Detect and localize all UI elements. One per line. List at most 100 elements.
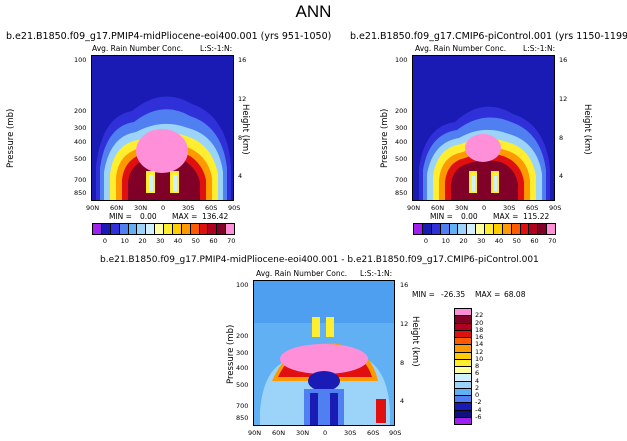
panel3-colorbar-label: 20 bbox=[475, 318, 484, 327]
panel1-rtick: 12 bbox=[238, 95, 247, 103]
panel1-xtick: 60S bbox=[205, 204, 218, 212]
panel3-ylabel-right: Height (km) bbox=[410, 316, 420, 367]
panel2-rtick: 4 bbox=[559, 172, 564, 180]
panel1-xtick: 0 bbox=[161, 204, 166, 212]
panel2-ylabel-right: Height (km) bbox=[582, 104, 592, 155]
panel3-colorbar-label: 18 bbox=[475, 325, 484, 334]
panel3-xtick: 90S bbox=[389, 429, 402, 437]
panel2-min-value: 0.00 bbox=[461, 212, 478, 221]
panel2-xtick: 90N bbox=[407, 204, 421, 212]
panel3-max-value: 68.08 bbox=[504, 290, 526, 299]
panel2-ytick: 400 bbox=[395, 138, 408, 146]
panel1-min-label: MIN = bbox=[109, 212, 132, 221]
panel3-title: b.e21.B1850.f09_g17.PMIP4-midPliocene-eo… bbox=[100, 255, 539, 265]
panel2-min-label: MIN = bbox=[430, 212, 453, 221]
panel2-xtick: 30S bbox=[503, 204, 516, 212]
panel1-max-value: 136.42 bbox=[202, 212, 229, 221]
panel3-colorbar-label: 6 bbox=[475, 369, 480, 378]
panel2-colorbar-label: 10 bbox=[441, 237, 450, 245]
panel1-xtick: 90S bbox=[228, 204, 241, 212]
panel3-ytick: 400 bbox=[236, 364, 249, 372]
panel1-rtick: 8 bbox=[238, 134, 243, 142]
panel2-colorbar-label: 60 bbox=[530, 237, 539, 245]
panel2-colorbar-label: 20 bbox=[459, 237, 468, 245]
panel1-ytick: 200 bbox=[74, 107, 87, 115]
panel3-colorbar-swatch bbox=[454, 416, 472, 425]
panel2-ytick: 100 bbox=[395, 56, 408, 64]
panel2-colorbar-label: 30 bbox=[477, 237, 486, 245]
panel3-colorbar-label: -6 bbox=[475, 412, 482, 421]
panel2-plot bbox=[412, 55, 555, 201]
panel3-xtick: 0 bbox=[323, 429, 328, 437]
panel1-colorbar-swatch bbox=[225, 223, 235, 235]
panel1-xtick: 90N bbox=[86, 204, 100, 212]
panel1-ytick: 400 bbox=[74, 138, 87, 146]
panel2-colorbar-label: 40 bbox=[494, 237, 504, 245]
panel1-ylabel: Pressure (mb) bbox=[6, 108, 16, 168]
panel3-ytick: 200 bbox=[236, 332, 249, 340]
panel1-ytick: 500 bbox=[74, 155, 87, 163]
panel3-colorbar-labels: 22 20 18 16 14 12 10 8 6 4 2 0 -2 -4 -6 bbox=[475, 308, 499, 424]
panel2-colorbar-swatch bbox=[546, 223, 556, 235]
panel2-colorbar-label: 70 bbox=[548, 237, 557, 245]
panel3-colorbar-label: -2 bbox=[475, 398, 482, 407]
panel3-colorbar-label: 16 bbox=[475, 333, 484, 341]
panel1-rtick: 16 bbox=[238, 56, 247, 64]
panel2-xtick: 90S bbox=[549, 204, 562, 212]
panel3-colorbar-label: 2 bbox=[475, 383, 480, 392]
panel2-colorbar bbox=[413, 223, 556, 235]
panel1-colorbar-labels: 0 10 20 30 40 50 60 70 bbox=[92, 237, 236, 247]
panel3-colorbar-label: 10 bbox=[475, 354, 484, 363]
panel1-colorbar-label: 70 bbox=[227, 237, 236, 245]
panel2-colorbar-label: 50 bbox=[512, 237, 521, 245]
panel3-xtick: 30N bbox=[296, 429, 310, 437]
panel3-field bbox=[254, 281, 394, 425]
panel2-max-label: MAX = bbox=[493, 212, 519, 221]
panel1-ytick: 850 bbox=[74, 189, 87, 197]
panel1-field bbox=[92, 56, 233, 200]
panel1-max-label: MAX = bbox=[172, 212, 198, 221]
panel3-colorbar bbox=[454, 308, 472, 425]
panel2-rtick: 8 bbox=[559, 134, 564, 142]
panel2-xtick: 30N bbox=[455, 204, 469, 212]
panel1-xtick: 60N bbox=[110, 204, 124, 212]
panel3-colorbar-label: 12 bbox=[475, 347, 484, 356]
panel2-ylabel: Pressure (mb) bbox=[380, 108, 390, 168]
panel3-subtitle-left: Avg. Rain Number Conc. bbox=[256, 269, 348, 278]
panel2-ytick: 700 bbox=[395, 176, 408, 184]
panel3-ylabel: Pressure (mb) bbox=[226, 324, 236, 384]
panel3-rtick: 4 bbox=[400, 397, 405, 405]
panel2-ytick: 200 bbox=[395, 107, 408, 115]
panel1-xtick: 30N bbox=[134, 204, 148, 212]
panel1-subtitle-left: Avg. Rain Number Conc. bbox=[92, 44, 184, 53]
panel3-subtitle-right: L:S:-1:N: bbox=[360, 269, 393, 278]
panel2-title: b.e21.B1850.f09_g17.CMIP6-piControl.001 … bbox=[350, 31, 627, 42]
panel1-colorbar-label: 0 bbox=[102, 237, 108, 245]
panel2-max-value: 115.22 bbox=[523, 212, 550, 221]
panel3-rtick: 12 bbox=[400, 320, 409, 328]
panel2-xtick: 0 bbox=[482, 204, 487, 212]
panel3-rtick: 8 bbox=[400, 359, 405, 367]
panel1-colorbar-label: 10 bbox=[120, 237, 129, 245]
panel1-colorbar bbox=[92, 223, 235, 235]
panel2-colorbar-label: 0 bbox=[423, 237, 429, 245]
panel3-min-label: MIN = bbox=[412, 290, 435, 299]
panel2-xtick: 60S bbox=[526, 204, 539, 212]
panel1-colorbar-label: 60 bbox=[209, 237, 218, 245]
panel1-ylabel-right: Height (km) bbox=[240, 104, 250, 155]
panel1-colorbar-label: 30 bbox=[156, 237, 165, 245]
panel3-xtick: 30S bbox=[344, 429, 357, 437]
panel3-max-label: MAX = bbox=[475, 290, 501, 299]
panel2-subtitle-left: Avg. Rain Number Conc. bbox=[415, 44, 507, 53]
panel3-rtick: 16 bbox=[400, 281, 409, 289]
panel3-colorbar-label: 8 bbox=[475, 362, 480, 370]
panel1-ytick: 100 bbox=[74, 56, 87, 64]
panel1-title: b.e21.B1850.f09_g17.PMIP4-midPliocene-eo… bbox=[6, 31, 332, 42]
panel3-plot bbox=[253, 280, 395, 426]
page-title: ANN bbox=[295, 2, 332, 21]
panel2-colorbar-labels: 0 10 20 30 40 50 60 70 bbox=[413, 237, 557, 247]
panel3-ytick: 700 bbox=[236, 402, 249, 410]
panel3-colorbar-label: 14 bbox=[475, 340, 484, 349]
panel2-xtick: 60N bbox=[431, 204, 445, 212]
panel2-ytick: 500 bbox=[395, 155, 408, 163]
